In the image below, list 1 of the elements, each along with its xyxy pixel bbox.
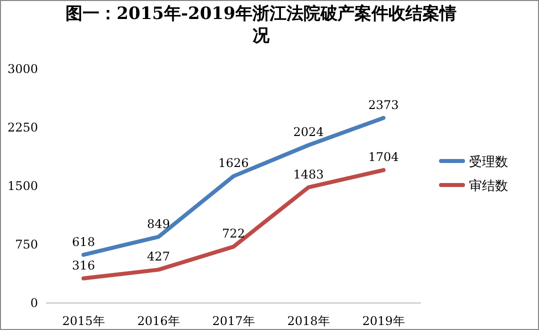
title: 图一：2015年-2019年浙江法院破产案件收结案情况	[64, 3, 458, 47]
